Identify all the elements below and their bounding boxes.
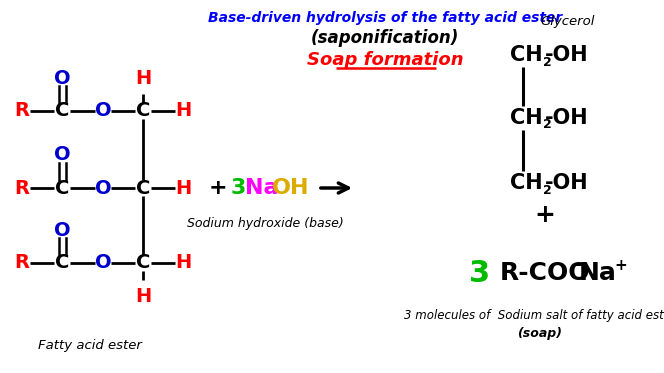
Text: +: +: [208, 178, 227, 198]
Text: Base-driven hydrolysis of the fatty acid ester: Base-driven hydrolysis of the fatty acid…: [208, 11, 562, 25]
Text: O: O: [54, 69, 70, 88]
Text: R: R: [15, 101, 29, 120]
Text: R-COO: R-COO: [500, 261, 590, 285]
Text: 2: 2: [543, 56, 552, 69]
Text: 2: 2: [543, 119, 552, 132]
Text: Soap formation: Soap formation: [307, 51, 463, 69]
Text: (soap): (soap): [517, 326, 562, 339]
Text: OH: OH: [272, 178, 309, 198]
Text: (saponification): (saponification): [311, 29, 459, 47]
Text: -OH: -OH: [545, 173, 588, 193]
Text: Fatty acid ester: Fatty acid ester: [38, 339, 142, 351]
Text: 3: 3: [469, 258, 491, 288]
Text: O: O: [54, 220, 70, 239]
Text: CH: CH: [511, 173, 543, 193]
Text: C: C: [136, 101, 150, 120]
Text: C: C: [136, 179, 150, 197]
Text: Sodium hydroxide (base): Sodium hydroxide (base): [187, 216, 343, 229]
Text: C: C: [55, 254, 69, 273]
Text: 3 molecules of  Sodium salt of fatty acid ester: 3 molecules of Sodium salt of fatty acid…: [404, 308, 664, 322]
Text: 2: 2: [543, 184, 552, 197]
Text: CH: CH: [511, 108, 543, 128]
Text: CH: CH: [511, 45, 543, 65]
Text: O: O: [95, 101, 112, 120]
Text: Na: Na: [245, 178, 279, 198]
Text: −: −: [572, 257, 584, 273]
Text: H: H: [135, 69, 151, 88]
Text: -OH: -OH: [545, 108, 588, 128]
Text: C: C: [55, 101, 69, 120]
Text: O: O: [95, 254, 112, 273]
Text: Na: Na: [579, 261, 617, 285]
Text: R: R: [15, 179, 29, 197]
Text: +: +: [535, 203, 556, 227]
Text: H: H: [175, 101, 191, 120]
Text: +: +: [615, 257, 627, 273]
Text: C: C: [55, 179, 69, 197]
Text: O: O: [54, 145, 70, 164]
Text: H: H: [135, 286, 151, 305]
Text: H: H: [175, 254, 191, 273]
Text: H: H: [175, 179, 191, 197]
Text: O: O: [95, 179, 112, 197]
Text: R: R: [15, 254, 29, 273]
Text: C: C: [136, 254, 150, 273]
Text: 3: 3: [230, 178, 246, 198]
Text: Glycerol: Glycerol: [540, 15, 595, 28]
Text: -OH: -OH: [545, 45, 588, 65]
